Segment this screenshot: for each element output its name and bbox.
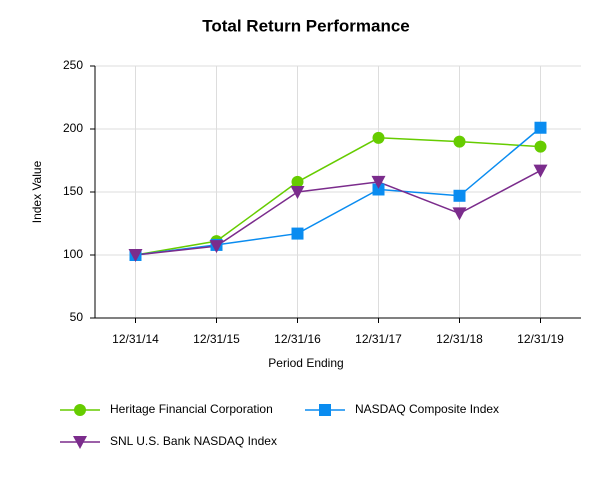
legend-marker [74,404,86,416]
marker [291,175,304,188]
marker [533,164,548,178]
legend-label: SNL U.S. Bank NASDAQ Index [110,434,277,448]
marker [128,249,143,262]
legend-label: Heritage Financial Corporation [110,402,273,416]
legend-marker [319,404,331,416]
y-tick-label: 200 [63,121,83,135]
y-tick-label: 150 [63,184,83,198]
x-tick-label: 12/31/15 [193,332,240,346]
marker [291,227,304,240]
x-tick-label: 12/31/17 [355,332,402,346]
marker [453,135,466,148]
y-tick-label: 50 [70,310,84,324]
marker [453,189,466,202]
x-tick-label: 12/31/16 [274,332,321,346]
y-tick-label: 250 [63,58,83,72]
marker [452,207,467,221]
legend-label: NASDAQ Composite Index [355,402,499,416]
x-tick-label: 12/31/19 [517,332,564,346]
x-tick-label: 12/31/14 [112,332,159,346]
marker [372,131,385,144]
x-axis-label: Period Ending [268,356,343,370]
marker [534,121,547,134]
series-line [135,127,541,256]
y-axis-label: Index Value [30,160,44,223]
y-tick-label: 100 [63,247,83,261]
marker [371,175,386,189]
x-tick-label: 12/31/18 [436,332,483,346]
legend-marker [73,436,87,449]
marker [372,183,385,196]
series-line [135,137,541,256]
marker [209,240,224,254]
marker [290,186,305,199]
chart-title: Total Return Performance [202,16,410,35]
series-line [135,169,541,256]
marker [534,140,547,153]
